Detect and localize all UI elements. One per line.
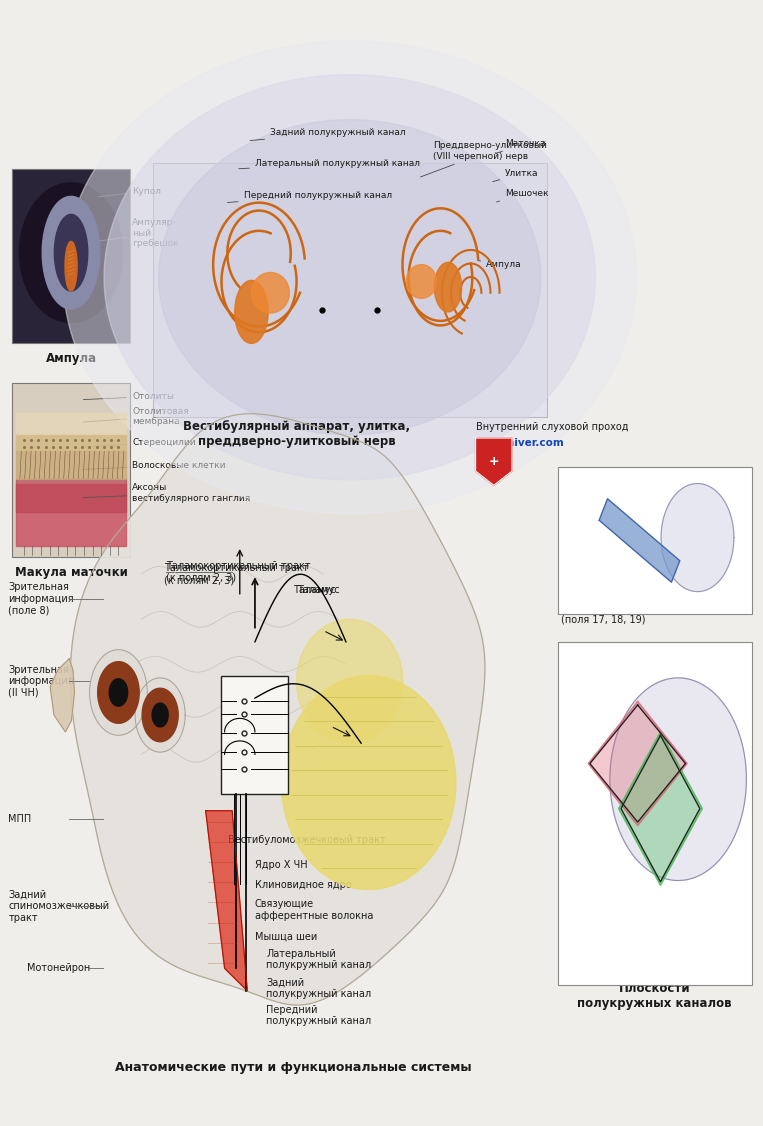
Polygon shape <box>434 262 462 312</box>
Text: Латеральный
полукружный канал: Латеральный полукружный канал <box>266 948 372 971</box>
Text: +: + <box>488 455 499 468</box>
Polygon shape <box>89 650 147 735</box>
Text: Преддверно-улитковый
(VIII черепной) нерв: Преддверно-улитковый (VIII черепной) нер… <box>420 141 547 177</box>
Polygon shape <box>42 196 100 309</box>
Text: Таламокортикальный тракт
(к полям 2, 3): Таламокортикальный тракт (к полям 2, 3) <box>166 561 311 583</box>
Polygon shape <box>135 678 185 752</box>
Text: Задний
спиномозжечковый
тракт: Задний спиномозжечковый тракт <box>8 890 110 923</box>
Polygon shape <box>142 688 179 742</box>
Text: Стереоцилии: Стереоцилии <box>83 438 196 447</box>
FancyBboxPatch shape <box>559 642 752 985</box>
FancyBboxPatch shape <box>12 383 130 557</box>
Polygon shape <box>599 499 680 582</box>
Text: Волосковые клетки: Волосковые клетки <box>83 461 226 470</box>
Text: Ядро X ЧН: Ядро X ЧН <box>255 860 307 869</box>
Text: Улитка: Улитка <box>493 169 539 181</box>
Polygon shape <box>610 678 746 881</box>
Text: Клиновидное ядро: Клиновидное ядро <box>255 881 352 890</box>
Polygon shape <box>406 265 436 298</box>
FancyBboxPatch shape <box>559 467 752 614</box>
Polygon shape <box>159 119 541 435</box>
Polygon shape <box>297 619 403 743</box>
Polygon shape <box>104 74 595 480</box>
Text: Ампуляр-
ный
гребешок: Ампуляр- ный гребешок <box>95 218 179 248</box>
Text: Зрительная
информация
(поля 17, 18, 19): Зрительная информация (поля 17, 18, 19) <box>561 591 645 625</box>
Text: Мышца шеи: Мышца шеи <box>255 932 317 941</box>
Text: Аксоны
вестибулярного ганглия: Аксоны вестибулярного ганглия <box>83 483 250 503</box>
Text: Таламус: Таламус <box>293 586 336 595</box>
Polygon shape <box>661 483 734 591</box>
Polygon shape <box>65 241 77 291</box>
FancyBboxPatch shape <box>153 163 547 417</box>
Polygon shape <box>54 214 88 291</box>
Text: Передний полукружный канал: Передний полукружный канал <box>227 191 391 203</box>
Polygon shape <box>619 732 702 885</box>
Polygon shape <box>235 280 268 343</box>
Text: Связующие
афферентные волокна: Связующие афферентные волокна <box>255 899 373 921</box>
Text: Маточка: Маточка <box>497 138 546 153</box>
Polygon shape <box>63 41 636 513</box>
Text: Мозжечок: Мозжечок <box>561 745 613 754</box>
Text: Зрительная
информация
(поле 8): Зрительная информация (поле 8) <box>8 582 74 616</box>
Text: Вестибулярный ганглий: Вестибулярный ганглий <box>561 691 686 700</box>
Text: Вестибуломозжечковый тракт: Вестибуломозжечковый тракт <box>228 835 386 844</box>
Polygon shape <box>50 659 75 732</box>
Text: Задний
полукружный канал: Задний полукружный канал <box>266 977 372 1000</box>
Polygon shape <box>282 676 456 890</box>
FancyBboxPatch shape <box>12 169 130 343</box>
Text: 30°: 30° <box>568 552 587 561</box>
Text: Задний полукружный канал: Задний полукружный канал <box>250 128 406 141</box>
Text: Отолиты: Отолиты <box>83 392 174 401</box>
Polygon shape <box>109 679 127 706</box>
Text: Таламус: Таламус <box>297 586 340 595</box>
Polygon shape <box>475 438 512 485</box>
Text: МПП: МПП <box>8 814 32 823</box>
Text: Вестибулярный аппарат, улитка,
преддверно-улитковый нерв: Вестибулярный аппарат, улитка, преддверн… <box>183 420 410 448</box>
Text: Латеральный полукружный канал: Латеральный полукружный канал <box>239 159 420 169</box>
Text: Вестибулярный аппарат: Вестибулярный аппарат <box>561 606 687 615</box>
Text: Зрительная
информация
(II ЧН): Зрительная информация (II ЧН) <box>8 664 74 698</box>
Polygon shape <box>70 413 485 1006</box>
Text: Латеральное коленчатое тело: Латеральное коленчатое тело <box>561 662 718 671</box>
Polygon shape <box>206 811 247 991</box>
Text: Спиномозжечковый тракт: Спиномозжечковый тракт <box>561 718 696 727</box>
Text: Вестибулярная часть VIII ЧН: Вестибулярная часть VIII ЧН <box>561 772 707 781</box>
Polygon shape <box>152 703 168 727</box>
Polygon shape <box>98 662 139 723</box>
Polygon shape <box>588 701 687 825</box>
Text: Мотонейрон: Мотонейрон <box>27 964 91 973</box>
Polygon shape <box>20 182 123 322</box>
Text: Макула маточки: Макула маточки <box>14 566 127 580</box>
Text: Плоскости
полукружных каналов: Плоскости полукружных каналов <box>578 982 732 1010</box>
Text: Таламокортикальный тракт
(к полям 2, 3): Таламокортикальный тракт (к полям 2, 3) <box>164 563 308 586</box>
Text: Отолитовая
мембрана: Отолитовая мембрана <box>83 406 188 427</box>
Text: Ампула: Ампула <box>46 352 97 366</box>
Text: Передний
полукружный канал: Передний полукружный канал <box>266 1004 372 1027</box>
Polygon shape <box>252 272 289 313</box>
Text: Мешочек: Мешочек <box>497 189 549 202</box>
Text: Ампула: Ампула <box>478 260 522 269</box>
Text: Внутренний слуховой проход: Внутренний слуховой проход <box>476 422 629 431</box>
Text: Купол: Купол <box>98 187 161 197</box>
Text: Анатомические пути и функциональные системы: Анатомические пути и функциональные сист… <box>114 1061 472 1074</box>
Text: meduniver.com: meduniver.com <box>474 438 564 447</box>
FancyBboxPatch shape <box>221 676 288 794</box>
